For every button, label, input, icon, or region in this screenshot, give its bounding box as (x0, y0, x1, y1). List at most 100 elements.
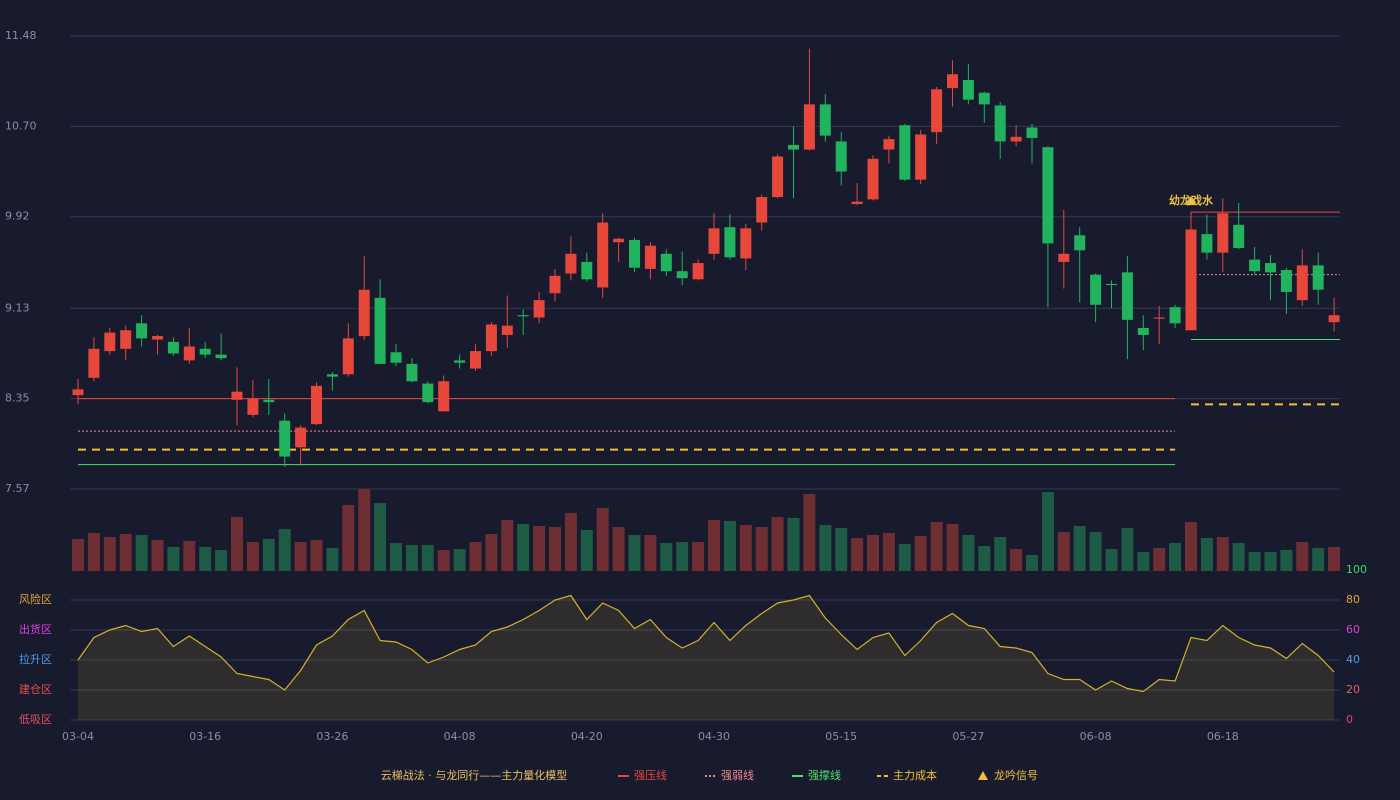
volume-bar (294, 542, 307, 571)
candle-body (199, 348, 211, 355)
candle-body (1106, 283, 1117, 286)
candle-body (692, 263, 704, 280)
candle-body (279, 420, 291, 457)
volume-bar (246, 542, 259, 571)
candle-body (326, 374, 338, 377)
candle-body (549, 275, 561, 294)
volume-bar (103, 537, 116, 571)
candle-body (374, 297, 386, 364)
y2-tick-label: 20 (1346, 683, 1360, 696)
candle-body (1249, 259, 1261, 272)
candle-body (819, 104, 831, 136)
candle-body (1169, 307, 1181, 324)
y2-tick-label: 60 (1346, 623, 1360, 636)
volume-bar (755, 527, 768, 571)
volume-bar (1153, 548, 1166, 571)
candle-body (1121, 272, 1133, 320)
volume-bar (692, 542, 705, 571)
volume-bar (612, 527, 625, 571)
candle-body (1058, 253, 1070, 262)
volume-bar (374, 503, 387, 571)
volume-bar (867, 535, 879, 571)
y-tick-label: 8.35 (5, 392, 30, 405)
candle-body (1312, 265, 1324, 290)
candle-body (104, 332, 116, 352)
volume-bar (421, 545, 434, 571)
candle-body (1185, 229, 1197, 331)
volume-bar (580, 530, 593, 571)
volume-bar (930, 522, 943, 571)
legend-label: 强撑线 (808, 768, 841, 782)
volume-bar (676, 542, 689, 571)
zone-label: 风险区 (19, 592, 52, 606)
candle-body (947, 74, 958, 89)
candle-body (629, 239, 640, 268)
candle-body (1280, 270, 1292, 293)
candle-body (867, 158, 879, 200)
volume-bar (310, 540, 323, 571)
candle-body (1074, 235, 1086, 251)
volume-bar (1010, 549, 1023, 571)
volume-bar (1026, 555, 1038, 571)
candle-body (406, 363, 418, 382)
x-tick-label: 06-08 (1080, 730, 1112, 743)
candle-body (454, 360, 466, 363)
candle-body (803, 104, 815, 150)
candle-body (183, 346, 195, 361)
volume-bar (882, 533, 895, 571)
volume-bar (803, 494, 816, 571)
y-tick-label: 7.57 (5, 482, 30, 495)
legend-label: 强压线 (634, 768, 667, 782)
candle-body (581, 261, 593, 280)
candle-body (533, 300, 545, 318)
candle-body (517, 315, 529, 317)
volume-bar (215, 550, 228, 571)
volume-bar (1169, 543, 1182, 571)
candle-body (1010, 136, 1022, 142)
zone-label: 建仓区 (19, 682, 52, 696)
candle-body (247, 398, 259, 415)
volume-bar (1216, 537, 1229, 571)
legend-swatch (978, 771, 988, 780)
volume-bar (326, 548, 339, 571)
volume-bar (1041, 492, 1054, 571)
legend-label: 强弱线 (721, 768, 754, 782)
candle-body (1296, 265, 1308, 301)
candle-body (835, 141, 847, 172)
volume-bar (437, 550, 450, 571)
volume-bar (151, 540, 164, 571)
volume-bar (517, 524, 530, 571)
volume-bar (135, 535, 148, 571)
candle-body (644, 245, 656, 269)
candle-body (152, 336, 163, 340)
volume-bar (167, 547, 180, 571)
candle-body (1217, 213, 1229, 253)
candle-body (342, 338, 354, 375)
volume-bar (596, 508, 609, 571)
volume-bar (1073, 526, 1086, 571)
candle-body (1137, 327, 1149, 335)
candle-body (788, 144, 799, 150)
volume-bar (708, 520, 720, 571)
candle-body (1026, 127, 1038, 138)
candle-body (708, 228, 720, 254)
indicator-area (78, 595, 1335, 720)
volume-bar (278, 529, 291, 571)
volume-bar (262, 539, 275, 571)
candle-body (136, 323, 148, 339)
candle-body (851, 201, 863, 204)
volume-bar (723, 521, 736, 571)
volume-bar (1328, 547, 1341, 571)
candle-body (120, 330, 132, 349)
volume-bar (1232, 543, 1245, 571)
signal-marker (1186, 196, 1196, 206)
candle-body (915, 134, 927, 180)
candle-body (438, 381, 450, 412)
candle-body (215, 354, 227, 359)
candle-body (1201, 234, 1213, 253)
volume-bar (390, 543, 402, 571)
volume-bar (533, 526, 546, 571)
candle-body (88, 348, 100, 378)
candle-body (962, 80, 974, 100)
